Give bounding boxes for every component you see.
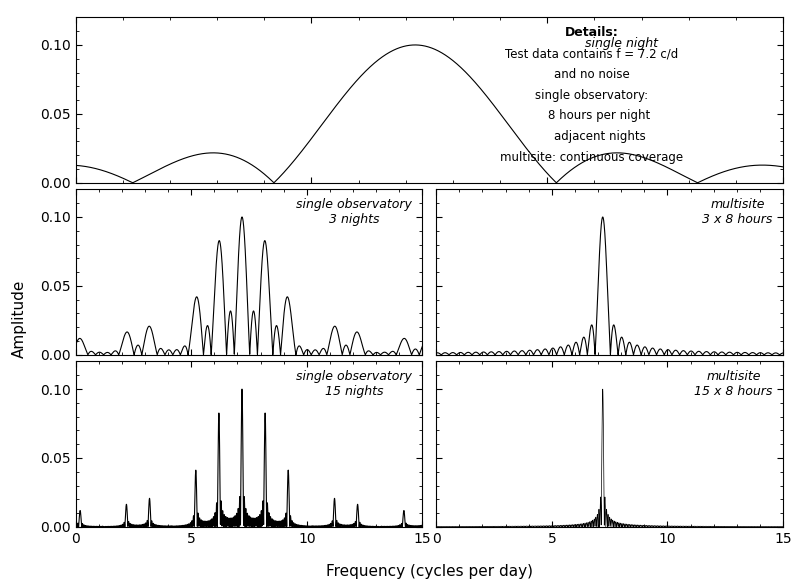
Text: single night: single night bbox=[585, 37, 658, 50]
Text: Amplitude: Amplitude bbox=[12, 279, 27, 358]
Text: multisite
3 x 8 hours: multisite 3 x 8 hours bbox=[702, 197, 773, 226]
Text: single observatory
15 nights: single observatory 15 nights bbox=[296, 370, 412, 398]
Text: Test data contains f = 7.2 c/d: Test data contains f = 7.2 c/d bbox=[506, 47, 679, 60]
Text: multisite: continuous coverage: multisite: continuous coverage bbox=[501, 151, 684, 163]
Text: 8 hours per night: 8 hours per night bbox=[533, 109, 650, 122]
Text: single observatory
3 nights: single observatory 3 nights bbox=[296, 197, 412, 226]
Text: Details:: Details: bbox=[565, 25, 619, 39]
Text: single observatory:: single observatory: bbox=[536, 89, 649, 101]
Text: Frequency (cycles per day): Frequency (cycles per day) bbox=[326, 564, 533, 579]
Text: multisite
15 x 8 hours: multisite 15 x 8 hours bbox=[694, 370, 773, 398]
Text: and no noise: and no noise bbox=[554, 68, 630, 81]
Text: adjacent nights: adjacent nights bbox=[539, 130, 646, 143]
